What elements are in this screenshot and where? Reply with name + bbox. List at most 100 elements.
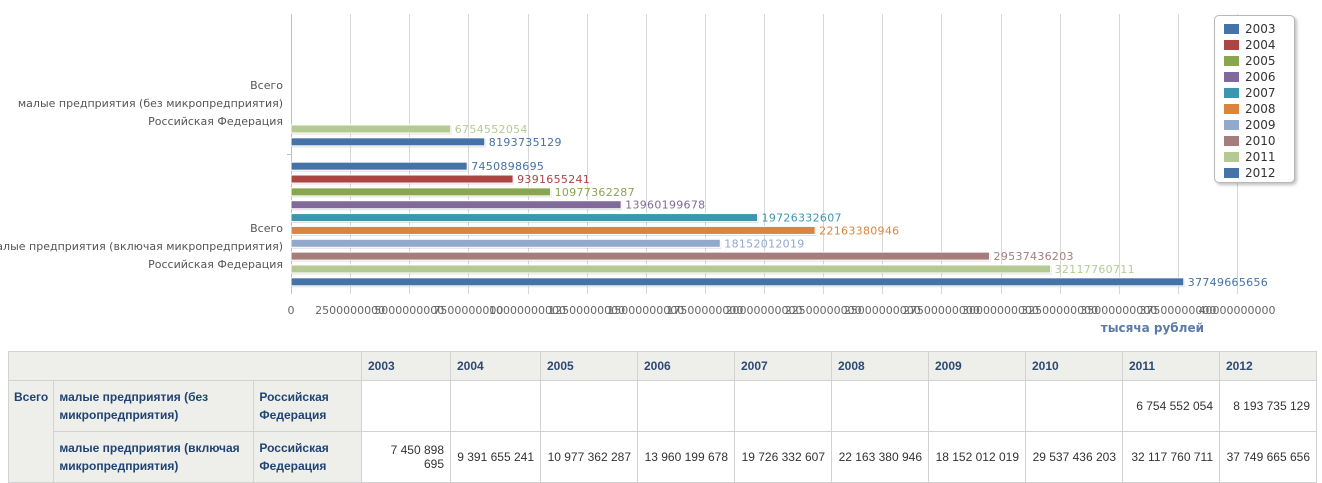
table-cell: 22 163 380 946 [831,431,929,483]
legend-item[interactable]: 2008 [1215,101,1294,117]
legend-label: 2007 [1245,86,1276,100]
legend-swatch [1224,168,1239,178]
legend-item[interactable]: 2006 [1215,69,1294,85]
table-cell: 7 450 898 695 [361,431,451,483]
category-label: Российская Федерация [148,115,283,128]
table-cell [734,380,832,432]
table-dim-total: Всего [7,380,55,483]
table-header-year: 2010 [1025,351,1123,381]
table-header-year: 2012 [1219,351,1317,381]
unit-label: тысяча рублей [1101,321,1204,335]
bars: 7450898695939165524110977362287139601996… [290,123,1268,289]
bar-2005 [290,187,552,197]
table-cell: 10 977 362 287 [540,431,638,483]
table-cell [928,380,1026,432]
legend-item[interactable]: 2009 [1215,117,1294,133]
bar-2011 [290,124,452,134]
table-header-year: 2003 [361,351,451,381]
x-tick-label: 22500000000 [785,304,862,317]
bar-2003 [290,161,468,171]
table-cell: 9 391 655 241 [450,431,541,483]
x-tick-label: 7500000000 [433,304,503,317]
x-tick-label: 40000000000 [1199,304,1276,317]
legend-label: 2004 [1245,38,1276,52]
table-dim-enterprise-type: малые предприятия (без микропредприятия) [53,380,255,432]
table-row: малые предприятия (включая микропредприя… [9,431,1317,483]
x-tick-label: 20000000000 [726,304,803,317]
legend-item[interactable]: 2003 [1215,21,1294,37]
table-header-year: 2005 [540,351,638,381]
table-header-row: 2003 2004 2005 2006 2007 2008 2009 2010 … [8,351,1317,381]
table-cell: 29 537 436 203 [1025,431,1123,483]
table-header-blank [8,351,362,381]
table-cell [361,380,451,432]
table-header-year: 2011 [1122,351,1220,381]
legend-item[interactable]: 2012 [1215,165,1294,181]
x-tick-label: 32500000000 [1021,304,1098,317]
legend-label: 2005 [1245,54,1276,68]
legend-item[interactable]: 2011 [1215,149,1294,165]
bar-data-label: 6754552054 [455,123,528,136]
legend-item[interactable]: 2007 [1215,85,1294,101]
table-dim-region: Российская Федерация [253,380,362,432]
bar-2006 [290,200,622,210]
bar-data-label: 37749665656 [1188,276,1268,289]
bar-data-label: 13960199678 [625,199,705,212]
bar-data-label: 18152012019 [724,237,804,250]
legend-label: 2010 [1245,134,1276,148]
legend-item[interactable]: 2004 [1215,37,1294,53]
bar-2008 [290,225,816,235]
bar-data-label: 19726332607 [762,212,842,225]
x-tick-label: 37500000000 [1139,304,1216,317]
table-header-year: 2007 [734,351,832,381]
table-header-year: 2009 [928,351,1026,381]
bar-2010 [290,251,991,261]
x-axis-ticks: 0 250000000050000000007500000000100000000… [288,304,1276,317]
x-tick-label: 10000000000 [489,304,566,317]
table-header-year: 2008 [831,351,929,381]
legend-item[interactable]: 2005 [1215,53,1294,69]
x-tick-label: 27500000000 [903,304,980,317]
bar-data-label: 10977362287 [555,186,635,199]
bar-data-label: 29537436203 [994,250,1074,263]
bar-2004 [290,174,514,184]
table-row: Всего малые предприятия (без микропредпр… [7,380,1317,483]
table-cell [1025,380,1123,432]
table-cell [540,380,638,432]
x-tick-label: 2500000000 [315,304,385,317]
x-tick-label: 5000000000 [374,304,444,317]
table-cell: 32 117 760 711 [1122,431,1220,483]
table-header-year: 2004 [450,351,541,381]
bar-2007 [290,213,759,223]
legend-swatch [1224,120,1239,130]
table-cell: 6 754 552 054 [1122,380,1220,432]
table-cell [450,380,541,432]
bar-data-label: 9391655241 [517,173,590,186]
table-dim-enterprise-type: малые предприятия (включая микропредприя… [53,431,255,483]
table-cell: 13 960 199 678 [637,431,735,483]
category-label: Всего [250,222,283,235]
x-tick-label: 15000000000 [607,304,684,317]
bar-data-label: 32117760711 [1055,263,1135,276]
legend-label: 2009 [1245,118,1276,132]
legend-label: 2006 [1245,70,1276,84]
bar-2011 [290,264,1052,274]
legend-swatch [1224,56,1239,66]
legend-label: 2008 [1245,102,1276,116]
bar-2012 [290,277,1185,287]
legend-swatch [1224,72,1239,82]
x-tick-label: 30000000000 [962,304,1039,317]
table-cell [637,380,735,432]
table-cell: 19 726 332 607 [734,431,832,483]
table-cell: 18 152 012 019 [928,431,1026,483]
bar-chart: Всего малые предприятия (без микропредпри… [0,14,1276,335]
legend-swatch [1224,40,1239,50]
bar-data-label: 7450898695 [471,160,544,173]
bar-data-label: 8193735129 [489,136,562,149]
legend-item[interactable]: 2010 [1215,133,1294,149]
category-labels: Всего малые предприятия (без микропредпри… [0,79,283,271]
category-label: малые предприятия (включая микропредприя… [0,240,283,253]
bar-2012 [290,137,486,147]
category-label: Всего [250,79,283,92]
legend-swatch [1224,104,1239,114]
